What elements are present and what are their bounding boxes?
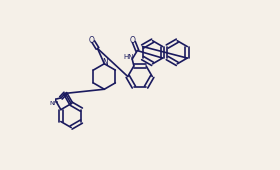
Text: NH: NH: [49, 101, 59, 106]
Text: HN: HN: [124, 54, 134, 60]
Text: O: O: [130, 36, 136, 45]
Text: N: N: [102, 58, 108, 67]
Text: O: O: [89, 36, 95, 45]
